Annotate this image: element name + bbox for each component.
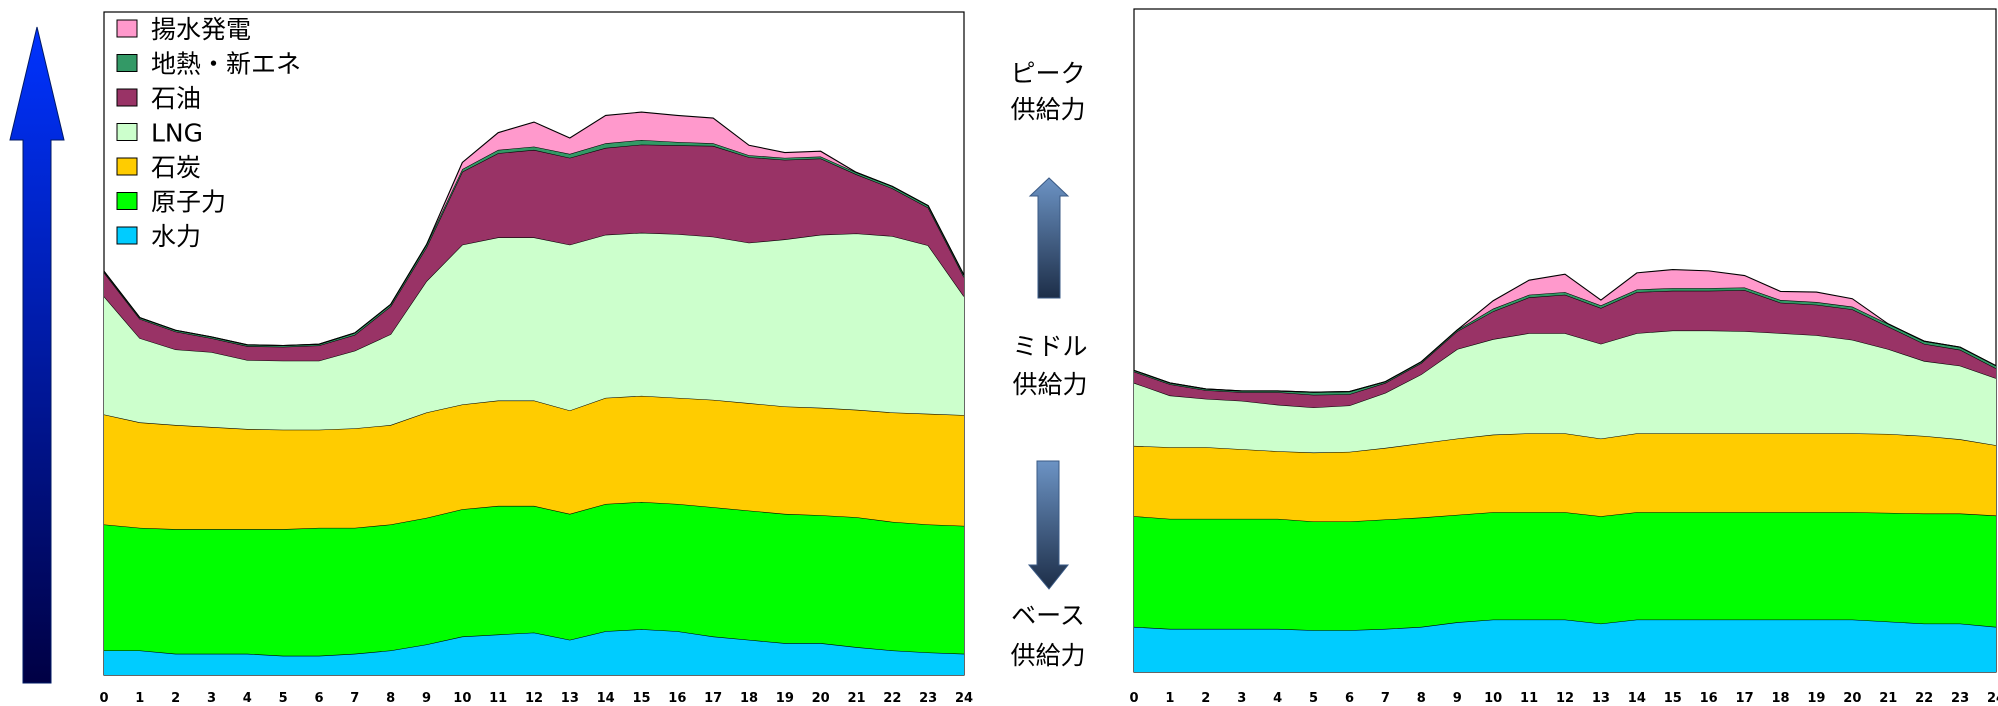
peak-label-line1: ピーク [1010,59,1085,88]
legend-label-地熱・新エネ: 地熱・新エネ [151,50,301,79]
peak-label-line2: 供給力 [1010,95,1085,124]
middle-label-line2: 供給力 [1012,370,1087,399]
legend-swatch-揚水発電 [116,19,138,38]
chart-left-x-tick-label: 22 [883,691,901,706]
legend-label-石炭: 石炭 [151,153,201,182]
chart-left-x-tick-label: 20 [812,691,830,706]
chart-right-x-tick-label: 9 [1453,691,1462,706]
middle-label-line1: ミドル [1012,332,1087,361]
chart-left-x-tick-label: 2 [171,691,180,706]
chart-right-area-石油 [1134,290,1996,408]
chart-right-x-tick-label: 4 [1273,691,1282,706]
chart-left-area-石炭 [104,395,964,530]
supply-up-arrow-icon [9,26,65,684]
legend-label-原子力: 原子力 [151,188,226,217]
chart-left-boundary-揚水発電 [103,111,965,347]
chart-right-x-tick-label: 15 [1664,691,1682,706]
chart-left-x-tick-label: 15 [632,691,650,706]
chart-left-x-tick-label: 9 [422,691,431,706]
chart-left-x-tick-label: 6 [314,691,323,706]
chart-left-x-tick-label: 24 [955,691,973,706]
chart-right-area-LNG [1134,330,1996,453]
chart-left-areas [103,111,965,675]
chart-left-x-ticks: 0 1 2 3 4 5 6 7 8 9 10 11 12 13 14 15 16 17 18 19 20 21 22 23 24 [99,691,973,706]
chart-right-x-tick-label: 5 [1309,691,1318,706]
chart-left-x-tick-label: 7 [350,691,359,706]
chart-left-area-水力 [104,629,964,675]
chart-left-x-tick-label: 13 [561,691,579,706]
chart-left-x-tick-label: 0 [99,691,108,706]
chart-left-x-tick-label: 3 [207,691,216,706]
chart-right-x-tick-label: 1 [1165,691,1174,706]
base-down-arrow-icon [1027,460,1070,590]
chart-right-x-tick-label: 18 [1771,691,1789,706]
chart-right-x-tick-label: 7 [1381,691,1390,706]
chart-left-x-tick-label: 5 [279,691,288,706]
chart-left-x-tick-label: 18 [740,691,758,706]
chart-right-x-tick-label: 23 [1951,691,1969,706]
legend-swatch-水力 [116,226,138,245]
chart-right-x-tick-label: 21 [1879,691,1897,706]
legend-swatch-地熱・新エネ [116,54,138,72]
chart-right-x-tick-label: 10 [1484,691,1502,706]
chart-right-x-tick-label: 11 [1520,691,1538,706]
chart-right-x-tick-label: 8 [1417,691,1426,706]
chart-right-x-tick-label: 0 [1129,691,1138,706]
chart-left-x-tick-label: 4 [243,691,252,706]
chart-right-x-tick-label: 12 [1556,691,1574,706]
legend-swatch-石炭 [116,157,138,176]
chart-right-x-tick-label: 2 [1201,691,1210,706]
chart-left-x-tick-label: 1 [135,691,144,706]
chart-right-x-tick-label: 6 [1345,691,1354,706]
chart-left-x-tick-label: 8 [386,691,395,706]
chart-right-area-石炭 [1134,433,1996,522]
band-labels: ピーク 供給力 ミドル 供給力 ベース 供給力 [1010,59,1087,670]
chart-left-x-tick-label: 19 [776,691,794,706]
legend-label-LNG: LNG [151,119,203,148]
chart-left-x-tick-label: 16 [668,691,686,706]
chart-right-boundary-揚水発電 [1133,269,1997,393]
chart-right-x-tick-label: 3 [1237,691,1246,706]
chart-left-area-LNG [104,232,964,430]
legend-label-石油: 石油 [151,84,201,113]
peak-up-arrow-icon [1028,177,1070,299]
chart-right-x-tick-label: 14 [1628,691,1646,706]
chart-right-x-tick-label: 22 [1915,691,1933,706]
legend-swatch-LNG [116,123,138,141]
chart-right-areas [1133,269,1997,672]
chart-left-x-tick-label: 21 [847,691,865,706]
legend-swatch-原子力 [116,192,138,210]
chart-left-area-原子力 [104,501,964,656]
chart-left-x-tick-label: 12 [525,691,543,706]
chart-right-x-tick-label: 20 [1843,691,1861,706]
chart-left-x-tick-label: 17 [704,691,722,706]
chart-left-x-tick-label: 14 [597,691,615,706]
legend-label-水力: 水力 [151,222,201,251]
chart-right-area-原子力 [1134,512,1996,631]
base-label-line1: ベース [1011,601,1085,630]
chart-right-x-tick-label: 24 [1987,691,1998,706]
chart-left-x-tick-label: 11 [489,691,507,706]
legend-swatch-石油 [116,88,138,107]
chart-right-x-tick-label: 19 [1807,691,1825,706]
base-label-line2: 供給力 [1010,641,1085,670]
chart-left: 0 1 2 3 4 5 6 7 8 9 10 11 12 13 14 15 16 17 18 19 20 21 22 23 24 [99,11,973,706]
chart-left-area-石油 [104,144,964,361]
chart-left-x-tick-label: 23 [919,691,937,706]
chart-right-x-tick-label: 16 [1700,691,1718,706]
chart-right-x-tick-label: 13 [1592,691,1610,706]
legend-label-揚水発電: 揚水発電 [151,15,251,44]
chart-right-x-tick-label: 17 [1736,691,1754,706]
chart-right-area-水力 [1134,619,1996,672]
chart-left-x-tick-label: 10 [453,691,471,706]
